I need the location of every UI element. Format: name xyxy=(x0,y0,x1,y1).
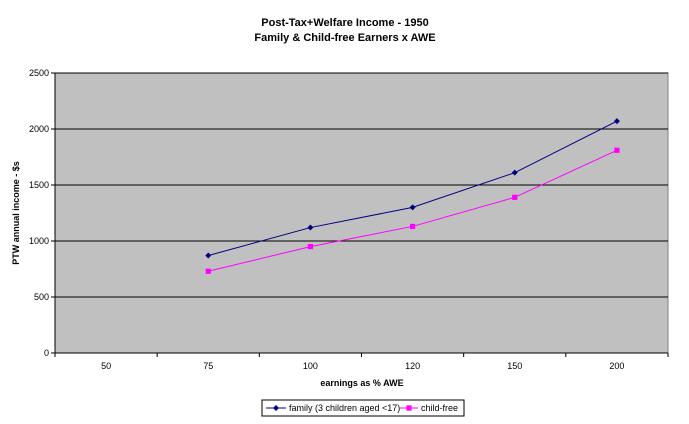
data-point xyxy=(205,268,211,274)
chart-subtitle: Family & Child-free Earners x AWE xyxy=(254,32,435,44)
legend-box xyxy=(261,399,465,417)
data-point xyxy=(409,204,416,211)
y-tick-label: 1000 xyxy=(29,236,49,246)
legend: family (3 children aged <17) child-free xyxy=(261,399,465,417)
x-tick-label: 150 xyxy=(507,361,522,371)
data-point xyxy=(511,169,518,176)
legend-swatch-marker xyxy=(406,405,412,411)
data-point xyxy=(613,118,620,125)
data-point xyxy=(307,224,314,231)
legend-item: child-free xyxy=(400,403,458,413)
x-tick-label: 120 xyxy=(405,361,420,371)
series-child-free xyxy=(205,147,620,274)
data-point xyxy=(307,244,314,250)
y-tick-label: 2000 xyxy=(29,124,49,134)
legend-label: child-free xyxy=(421,403,458,413)
data-point xyxy=(614,147,620,153)
x-tick-label: 100 xyxy=(303,361,318,371)
x-axis-label: earnings as % AWE xyxy=(320,378,403,388)
x-axis-ticks: 50 75 100 120 150 200 xyxy=(54,352,669,371)
y-axis-label: PTW annual income - $s xyxy=(11,161,21,265)
legend-swatch-marker xyxy=(273,405,279,411)
y-tick-label: 2500 xyxy=(29,68,49,78)
plot-area xyxy=(54,72,669,354)
x-tick-label: 200 xyxy=(609,361,624,371)
data-point xyxy=(512,194,518,200)
y-tick-label: 1500 xyxy=(29,180,49,190)
y-tick-label: 0 xyxy=(44,348,49,358)
legend-label: family (3 children aged <17) xyxy=(289,403,400,413)
x-tick-label: 50 xyxy=(101,361,111,371)
y-axis-ticks: 0 500 1000 1500 2000 2500 xyxy=(29,68,56,358)
data-point xyxy=(205,252,212,259)
gridlines xyxy=(55,72,668,298)
chart-title: Post-Tax+Welfare Income - 1950 xyxy=(261,17,428,29)
y-tick-label: 500 xyxy=(34,292,49,302)
legend-item: family (3 children aged <17) xyxy=(266,403,400,413)
series-layer xyxy=(205,118,620,274)
series-family xyxy=(205,118,620,259)
x-tick-label: 75 xyxy=(203,361,213,371)
data-point xyxy=(409,223,416,230)
